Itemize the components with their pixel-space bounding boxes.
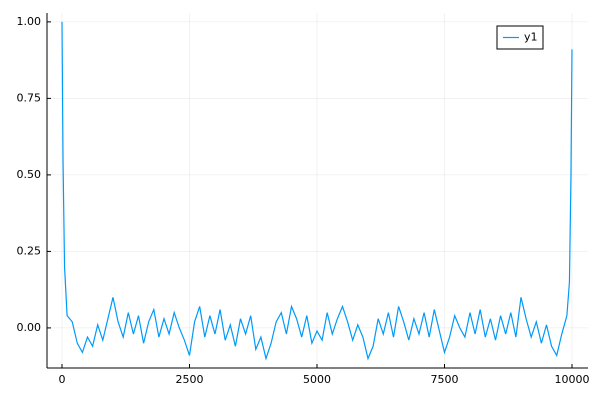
legend-box xyxy=(496,25,544,50)
y-tick-label: 0.00 xyxy=(17,321,42,334)
line-series xyxy=(61,21,573,361)
x-tick-label: 7500 xyxy=(430,373,458,386)
x-tick-label: 10000 xyxy=(554,373,589,386)
x-tick-label: 5000 xyxy=(303,373,331,386)
x-tick-label: 0 xyxy=(58,373,65,386)
y-tick-label: 0.75 xyxy=(17,91,42,104)
y-tick-label: 1.00 xyxy=(17,15,42,28)
y-tick-label: 0.50 xyxy=(17,168,42,181)
legend-label: y1 xyxy=(524,31,538,44)
x-tick-label: 2500 xyxy=(175,373,203,386)
y-tick-label: 0.25 xyxy=(17,244,42,257)
